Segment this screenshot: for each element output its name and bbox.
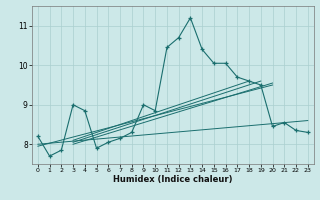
X-axis label: Humidex (Indice chaleur): Humidex (Indice chaleur) xyxy=(113,175,233,184)
